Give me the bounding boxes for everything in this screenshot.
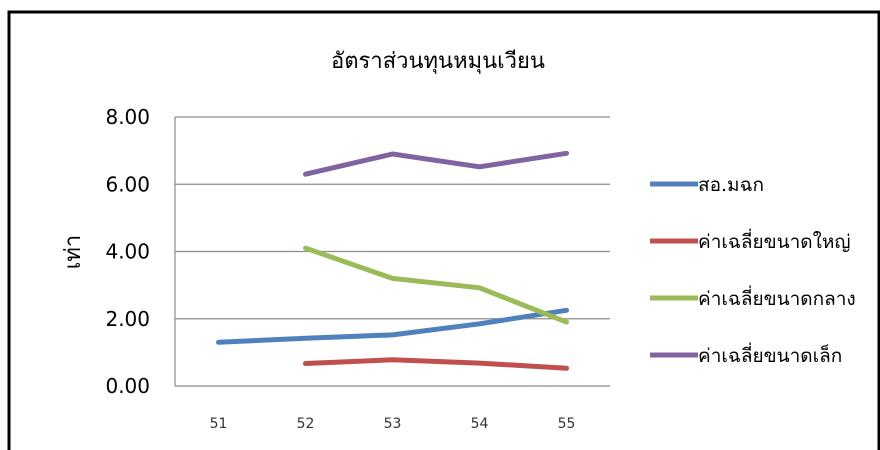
y-axis-label: เท่า bbox=[61, 235, 86, 269]
legend-label: ค่าเฉลี่ยขนาดใหญ่ bbox=[698, 228, 851, 253]
gridlines bbox=[175, 116, 610, 387]
legend-label: ค่าเฉลี่ยขนาดเล็ก bbox=[698, 342, 842, 367]
x-tick-label: 55 bbox=[558, 416, 576, 432]
x-tick-label: 51 bbox=[210, 416, 228, 432]
y-tick-label: 8.00 bbox=[105, 105, 150, 129]
series-line-3 bbox=[303, 245, 569, 325]
x-tick-label: 54 bbox=[471, 416, 489, 432]
series-line-4 bbox=[303, 150, 569, 177]
y-tick-label: 6.00 bbox=[105, 172, 150, 196]
y-tick-label: 0.00 bbox=[105, 374, 150, 398]
y-tick-labels: 0.00 2.00 4.00 6.00 8.00 bbox=[105, 105, 150, 398]
y-tick-label: 4.00 bbox=[105, 240, 150, 264]
legend: สอ.มฉกค่าเฉลี่ยขนาดใหญ่ค่าเฉลี่ยขนาดกลาง… bbox=[650, 174, 856, 367]
series-line-2 bbox=[303, 357, 569, 371]
series-line-1 bbox=[216, 307, 569, 345]
chart-title: อัตราส่วนทุนหมุนเวียน bbox=[331, 49, 545, 74]
legend-label: ค่าเฉลี่ยขนาดกลาง bbox=[698, 285, 856, 310]
x-tick-label: 53 bbox=[384, 416, 402, 432]
x-tick-labels: 51 52 53 54 55 bbox=[210, 416, 576, 432]
chart-border bbox=[7, 10, 880, 450]
legend-label: สอ.มฉก bbox=[698, 174, 764, 196]
x-tick-label: 52 bbox=[297, 416, 315, 432]
series-lines bbox=[216, 150, 569, 371]
y-tick-label: 2.00 bbox=[105, 307, 150, 331]
